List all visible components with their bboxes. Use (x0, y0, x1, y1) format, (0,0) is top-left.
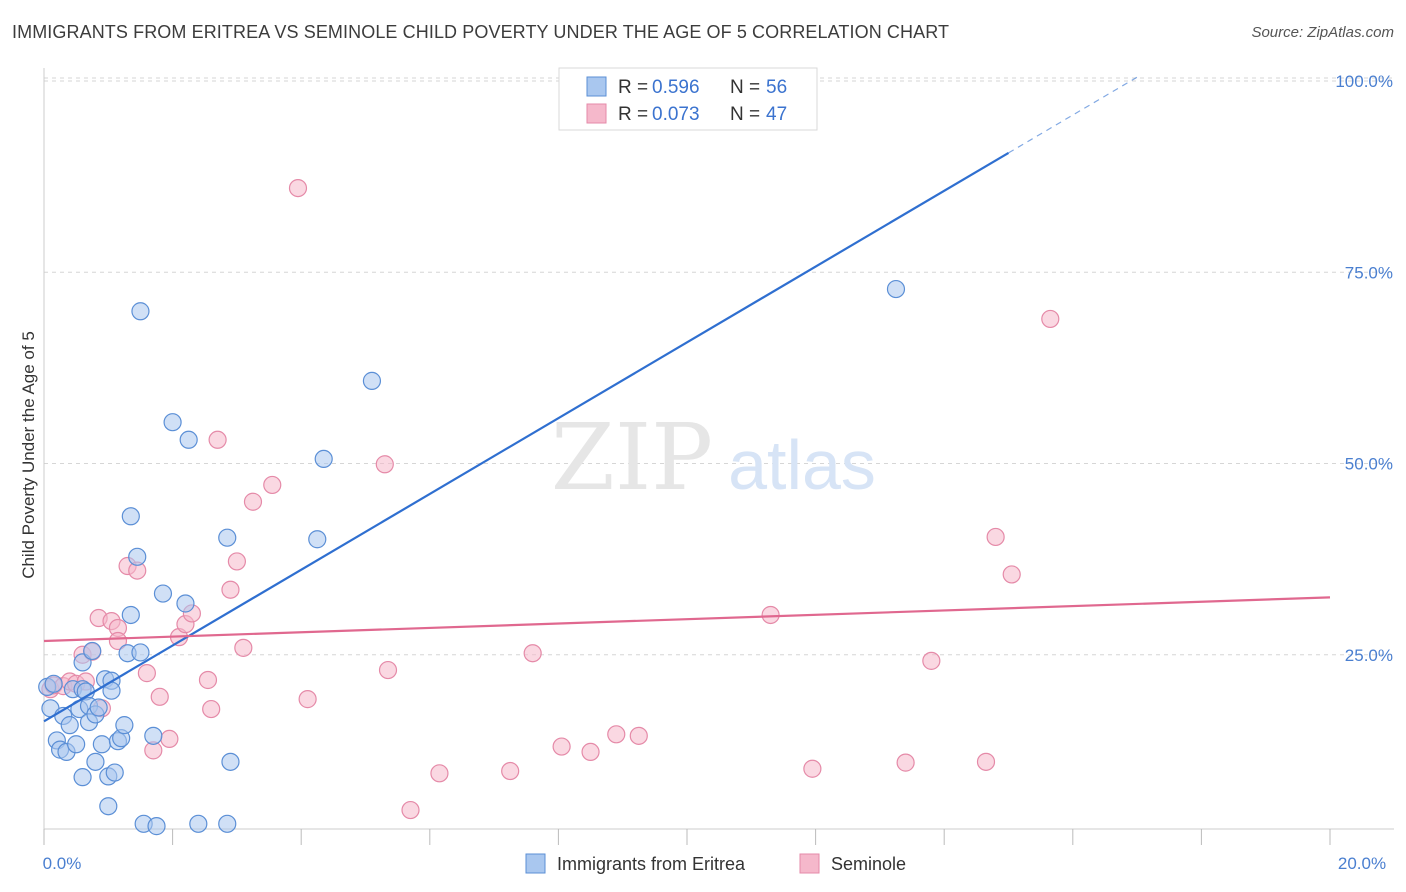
legend-n-label-seminole: N = (730, 104, 760, 125)
legend-swatch-seminole (586, 103, 607, 124)
x-ticks (43, 829, 1331, 845)
bottom-legend-label-eritrea: Immigrants from Eritrea (557, 854, 746, 874)
legend-n-value-eritrea: 56 (766, 77, 787, 98)
data-point (131, 643, 150, 662)
y-tick-label: 75.0% (1345, 263, 1393, 282)
data-point (147, 817, 166, 836)
data-point (121, 605, 140, 625)
data-point (221, 752, 240, 771)
y-tick-label: 100.0% (1335, 72, 1393, 91)
legend-r-value-eritrea: 0.596 (652, 77, 700, 98)
data-point (131, 302, 150, 321)
data-point (198, 670, 218, 690)
data-point (208, 430, 227, 449)
data-point (128, 547, 147, 566)
watermark: ZIP atlas (551, 404, 876, 511)
legend-r-label-seminole: R = (618, 104, 648, 125)
data-point (218, 814, 237, 833)
data-point (922, 651, 941, 670)
data-point (761, 605, 780, 625)
y-axis-label: Child Poverty Under the Age of 5 (19, 331, 38, 579)
data-point (176, 594, 195, 613)
chart-title: IMMIGRANTS FROM ERITREA VS SEMINOLE CHIL… (12, 22, 950, 42)
data-point (115, 716, 134, 735)
data-point (314, 449, 333, 469)
data-point (99, 797, 118, 816)
data-point (1041, 309, 1060, 329)
data-point (362, 371, 382, 390)
source-label: Source: ZipAtlas.com (1251, 24, 1394, 41)
data-point (986, 527, 1005, 547)
data-point (629, 726, 648, 745)
data-point (189, 814, 208, 833)
watermark-atlas: atlas (728, 426, 876, 504)
data-point (581, 742, 600, 762)
data-point (89, 698, 108, 717)
data-point (378, 660, 398, 680)
data-point (221, 580, 240, 599)
bottom-legend-label-seminole: Seminole (831, 854, 906, 874)
legend-n-value-seminole: 47 (766, 104, 787, 125)
data-point (160, 729, 179, 749)
data-point (552, 737, 571, 756)
data-point (144, 726, 163, 745)
data-point (67, 735, 86, 754)
data-point (375, 455, 394, 474)
data-point (179, 430, 198, 449)
data-point (501, 761, 520, 781)
data-point (108, 631, 128, 651)
data-point (153, 584, 173, 603)
data-point (896, 753, 915, 772)
data-point (234, 638, 253, 657)
data-point (607, 725, 626, 744)
data-point (105, 763, 124, 782)
data-point (886, 279, 906, 299)
data-point (523, 644, 542, 663)
eritrea-points (38, 279, 906, 836)
legend-swatch-eritrea (586, 76, 607, 97)
data-point (121, 507, 140, 526)
legend-r-value-seminole: 0.073 (652, 104, 700, 125)
data-point (430, 764, 449, 783)
series-legend: Immigrants from Eritrea Seminole (525, 853, 906, 874)
data-point (298, 690, 317, 709)
data-point (1002, 565, 1021, 584)
trend-line-eritrea-extension (1008, 76, 1138, 154)
y-tick-label: 25.0% (1345, 646, 1393, 665)
bottom-legend-swatch-seminole (799, 853, 820, 874)
data-point (44, 674, 63, 693)
trend-line-seminole (43, 596, 1331, 643)
data-point (218, 528, 237, 547)
legend-n-label-eritrea: N = (730, 77, 760, 98)
data-point (803, 759, 822, 778)
data-point (60, 716, 79, 735)
data-point (288, 179, 308, 198)
data-point (92, 735, 111, 754)
bottom-legend-swatch-eritrea (525, 853, 546, 874)
data-point (202, 699, 221, 719)
data-point (163, 413, 182, 432)
data-point (137, 664, 156, 683)
stats-legend: R = 0.596 N = 56 R = 0.073 N = 47 (558, 67, 818, 131)
data-point (150, 687, 169, 706)
y-tick-labels: 25.0% 50.0% 75.0% 100.0% (1335, 72, 1393, 665)
y-tick-label: 50.0% (1345, 455, 1393, 474)
trend-line-eritrea (43, 151, 1010, 723)
legend-r-label-eritrea: R = (618, 77, 648, 98)
data-point (86, 752, 105, 771)
data-point (263, 475, 282, 495)
data-point (976, 752, 996, 771)
data-point (227, 552, 246, 571)
trend-lines (43, 76, 1331, 723)
data-point (401, 800, 420, 820)
data-point (83, 641, 102, 661)
grid (44, 77, 1394, 656)
x-tick-label-min: 0.0% (43, 854, 82, 873)
data-point (73, 768, 92, 787)
x-tick-label-max: 20.0% (1338, 854, 1386, 873)
watermark-zip: ZIP (551, 404, 713, 511)
data-point (243, 492, 263, 511)
data-point (308, 530, 327, 549)
